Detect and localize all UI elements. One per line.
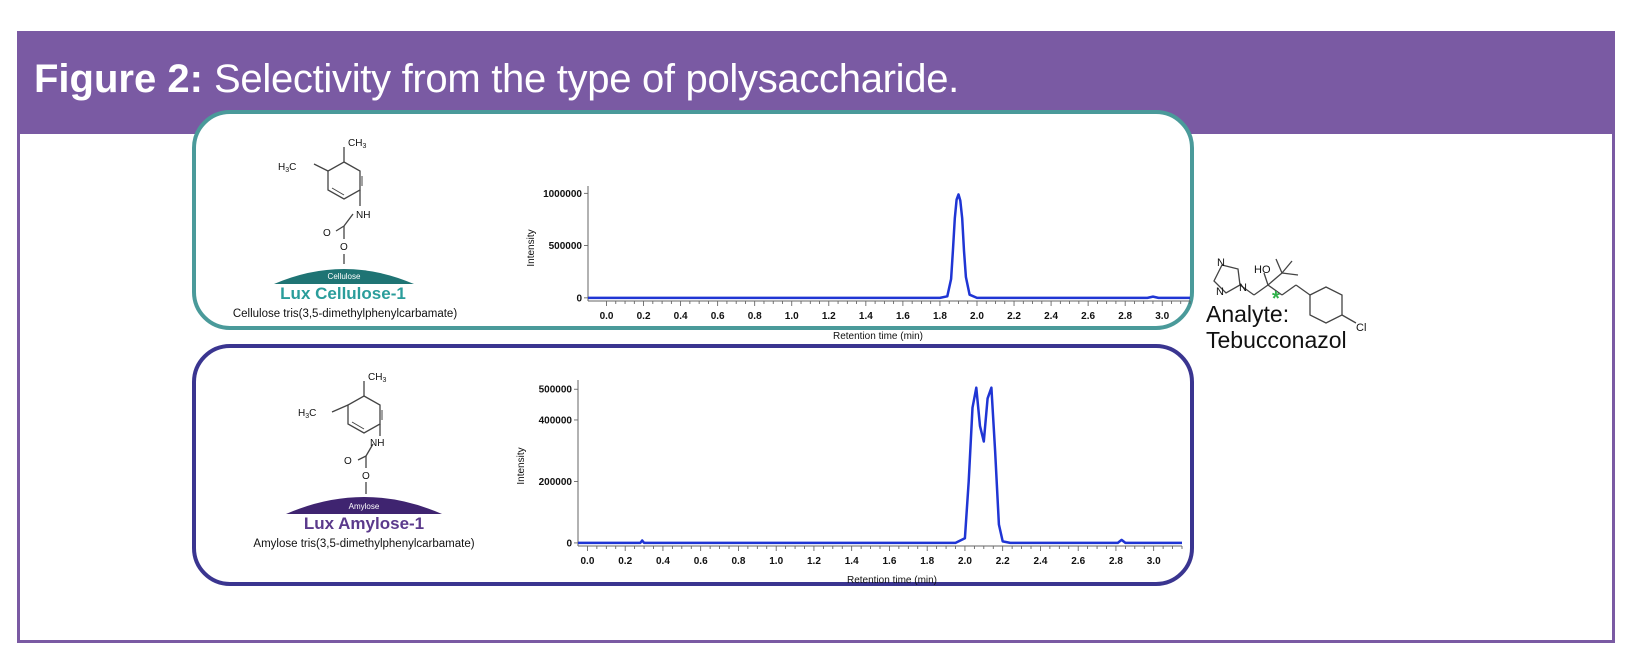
- x-tick-label: 0.8: [731, 556, 745, 567]
- x-tick-label: 0.4: [656, 556, 670, 567]
- x-tick-label: 3.0: [1147, 556, 1161, 567]
- x-tick-label: 2.6: [1081, 311, 1095, 322]
- x-tick-label: 3.0: [1155, 311, 1169, 322]
- triazole-n2: N: [1216, 286, 1224, 298]
- x-tick-label: 1.6: [896, 311, 910, 322]
- cellulose-support-label: Cellulose: [328, 272, 361, 281]
- x-tick-label: 2.8: [1118, 311, 1132, 322]
- selector-name-cellulose: Lux Cellulose-1: [280, 284, 406, 303]
- x-tick-label: 1.8: [933, 311, 947, 322]
- analyte-heading: Analyte:: [1206, 301, 1290, 327]
- x-axis-title: Retention time (min): [847, 575, 937, 586]
- chromatogram-trace: [578, 386, 1182, 545]
- amylose-structure: CH3 H3C NH O O Amylose: [286, 372, 442, 514]
- amylose-support-label: Amylose: [349, 502, 380, 511]
- y-tick-label: 1000000: [543, 189, 582, 200]
- amylose-support-shape: [286, 497, 442, 514]
- x-tick-label: 2.8: [1109, 556, 1123, 567]
- benzene-ring: [327, 161, 361, 200]
- h3c-left-label: H3C: [278, 162, 296, 174]
- tebuconazole-structure: N N N HO * Cl: [1213, 257, 1366, 334]
- x-tick-label: 1.2: [822, 311, 836, 322]
- y-tick-label: 200000: [539, 477, 573, 488]
- nh-label: NH: [370, 438, 384, 449]
- chlorine-label: Cl: [1356, 322, 1366, 334]
- carbonyl-o-label: O: [323, 228, 331, 239]
- cellulose-support-shape: [274, 269, 414, 284]
- ester-o-label: O: [362, 471, 370, 482]
- x-axis-title: Retention time (min): [833, 331, 923, 342]
- y-tick-label: 500000: [539, 385, 573, 396]
- chromatogram-trace: [588, 193, 1190, 300]
- y-tick-label: 0: [576, 293, 582, 304]
- ch3-top-label: CH3: [368, 372, 386, 384]
- selector-name-amylose: Lux Amylose-1: [303, 514, 425, 533]
- h3c-left-label: H3C: [298, 408, 316, 420]
- x-tick-label: 1.4: [859, 311, 873, 322]
- carbonyl-o-label: O: [344, 456, 352, 467]
- x-tick-label: 1.2: [807, 556, 821, 567]
- x-tick-label: 0.2: [618, 556, 632, 567]
- y-axis-title: Intensity: [526, 229, 537, 266]
- figure-label: Figure 2:: [34, 57, 203, 101]
- triazole-n3: N: [1239, 282, 1247, 294]
- y-axis-title: Intensity: [516, 447, 527, 484]
- x-tick-label: 2.0: [970, 311, 984, 322]
- analyte-label: Analyte: Tebucconazol: [1206, 301, 1347, 353]
- chromatogram-amylose: 0.0 0.2 0.4 0.6 0.8 1.0 1.2 1.4 1.6 1.8 2.0 2.2 2.4 2…: [516, 380, 1183, 586]
- x-tick-label: 2.2: [996, 556, 1010, 567]
- triazole-ring: [1213, 264, 1241, 294]
- x-tick-label: 2.6: [1071, 556, 1085, 567]
- x-tick-label: 2.0: [958, 556, 972, 567]
- x-tick-label: 2.4: [1044, 311, 1058, 322]
- y-tick-label: 500000: [549, 241, 583, 252]
- x-tick-label: 0.6: [711, 311, 725, 322]
- x-tick-label: 0.6: [694, 556, 708, 567]
- x-tick-label: 1.6: [882, 556, 896, 567]
- ch3-top-label: CH3: [348, 138, 366, 150]
- x-tick-label: 1.0: [769, 556, 783, 567]
- x-tick-label: 1.4: [845, 556, 859, 567]
- selector-fullname-amylose: Amylose tris(3,5-dimethylphenylcarbamate…: [253, 538, 475, 550]
- ester-o-label: O: [340, 242, 348, 253]
- benzene-ring: [347, 395, 381, 434]
- selector-fullname-cellulose: Cellulose tris(3,5-dimethylphenylcarbama…: [232, 308, 458, 320]
- panel-cellulose: CH3 H3C NH O O Cellulose Lux Cellulose-1…: [192, 110, 1194, 330]
- y-tick-label: 0: [566, 538, 572, 549]
- cellulose-structure: CH3 H3C NH O O Cellulose: [274, 138, 414, 284]
- x-tick-label: 0.4: [674, 311, 688, 322]
- figure-caption: Selectivity from the type of polysacchar…: [214, 57, 959, 101]
- nh-label: NH: [356, 210, 370, 221]
- stereocenter-star-icon: *: [1272, 288, 1280, 310]
- x-tick-label: 2.2: [1007, 311, 1021, 322]
- hydroxyl-label: HO: [1254, 264, 1271, 276]
- x-tick-label: 0.0: [580, 556, 594, 567]
- x-tick-label: 2.4: [1033, 556, 1047, 567]
- x-tick-label: 0.2: [637, 311, 651, 322]
- analyte-name: Tebucconazol: [1206, 327, 1347, 353]
- x-tick-label: 0.8: [748, 311, 762, 322]
- x-tick-label: 0.0: [600, 311, 614, 322]
- x-tick-label: 1.0: [785, 311, 799, 322]
- y-tick-label: 400000: [539, 415, 573, 426]
- triazole-n1: N: [1217, 257, 1225, 269]
- chromatogram-cellulose: 0.0 0.2 0.4 0.6 0.8 1.0 1.2 1.4 1.6 1.8 2.0 2.2 2.4 2…: [526, 186, 1191, 342]
- x-tick-label: 1.8: [920, 556, 934, 567]
- figure-title: Figure 2: Selectivity from the type of p…: [34, 54, 959, 104]
